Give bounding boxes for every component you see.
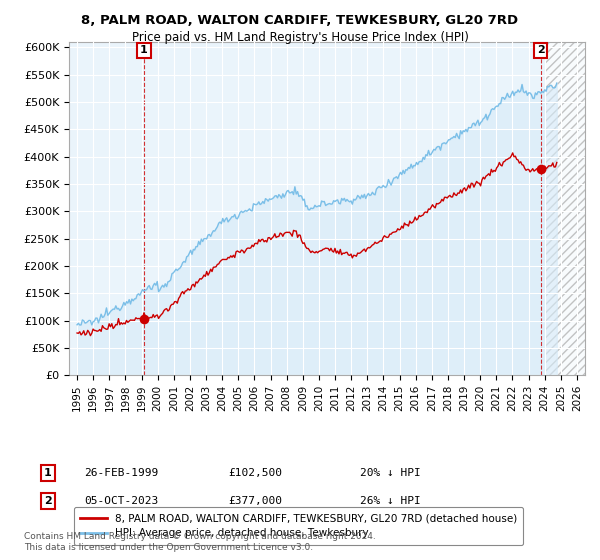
Text: 1: 1 xyxy=(44,468,52,478)
Text: Price paid vs. HM Land Registry's House Price Index (HPI): Price paid vs. HM Land Registry's House … xyxy=(131,31,469,44)
Text: 05-OCT-2023: 05-OCT-2023 xyxy=(84,496,158,506)
Legend: 8, PALM ROAD, WALTON CARDIFF, TEWKESBURY, GL20 7RD (detached house), HPI: Averag: 8, PALM ROAD, WALTON CARDIFF, TEWKESBURY… xyxy=(74,507,523,545)
Text: 26% ↓ HPI: 26% ↓ HPI xyxy=(360,496,421,506)
Text: 8, PALM ROAD, WALTON CARDIFF, TEWKESBURY, GL20 7RD: 8, PALM ROAD, WALTON CARDIFF, TEWKESBURY… xyxy=(82,14,518,27)
Text: £377,000: £377,000 xyxy=(228,496,282,506)
Text: 2: 2 xyxy=(537,45,545,55)
Text: £102,500: £102,500 xyxy=(228,468,282,478)
Text: 26-FEB-1999: 26-FEB-1999 xyxy=(84,468,158,478)
Text: 2: 2 xyxy=(44,496,52,506)
Text: 1: 1 xyxy=(140,45,148,55)
Text: Contains HM Land Registry data © Crown copyright and database right 2024.
This d: Contains HM Land Registry data © Crown c… xyxy=(24,532,376,552)
Text: 20% ↓ HPI: 20% ↓ HPI xyxy=(360,468,421,478)
